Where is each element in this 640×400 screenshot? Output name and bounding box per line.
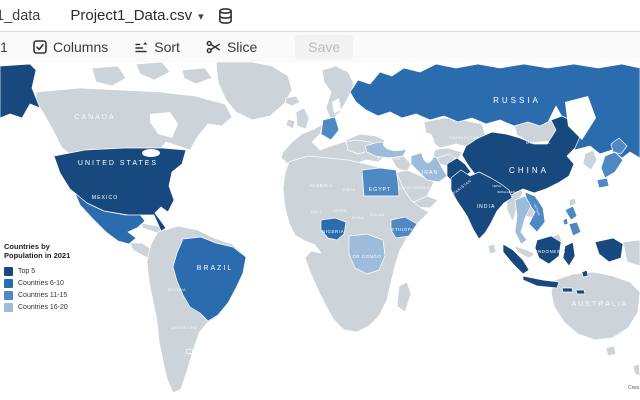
region-alaska[interactable]: [0, 63, 41, 119]
country-india[interactable]: [450, 169, 513, 240]
map-label-brazil: BRAZIL: [197, 265, 234, 272]
map-label-dr-congo: DR CONGO: [353, 254, 382, 259]
map-label-bangladesh: BANGLADESH: [497, 190, 516, 194]
region-korea: [582, 149, 598, 171]
country-germany[interactable]: [320, 116, 340, 141]
map-label-nepal: NEPAL: [493, 184, 502, 188]
country-philippines[interactable]: [562, 205, 582, 237]
black-sea: [383, 137, 411, 151]
country-sri-lanka: [487, 243, 497, 255]
country-madagascar: [396, 281, 412, 313]
slice-button[interactable]: Slice: [206, 39, 257, 55]
region-arctic-islands: [91, 62, 213, 87]
country-russia[interactable]: [349, 63, 640, 159]
checkbox-check-icon: [33, 40, 47, 54]
legend-item-top5: Top 5: [4, 267, 94, 276]
columns-label: Columns: [53, 39, 109, 55]
save-button[interactable]: Save: [295, 35, 354, 59]
map-label-vietnam: VIETNAM: [533, 203, 542, 217]
country-nigeria[interactable]: [320, 217, 347, 241]
sort-icon: [135, 42, 148, 53]
file-name: Project1_Data.csv: [70, 7, 193, 24]
legend-label-16-20: Countries 16-20: [18, 304, 68, 311]
map-label-turkiye: TURKIYE: [377, 156, 400, 161]
country-brazil[interactable]: [172, 236, 247, 322]
map-label-kazakhstan: KAZAKHSTAN: [449, 135, 479, 140]
world-map: CANADA UNITED STATES MEXICO BRAZIL BOLIV…: [0, 62, 640, 400]
map-label-libya: LIBYA: [343, 187, 356, 192]
sheet-tab[interactable]: 1_data: [0, 7, 41, 24]
map-label-australia: AUSTRALIA: [572, 301, 629, 308]
region-iceland: [284, 95, 301, 107]
great-lakes: [142, 149, 160, 157]
sort-button[interactable]: Sort: [134, 39, 180, 55]
slice-label: Slice: [226, 39, 258, 55]
country-taiwan: [568, 197, 577, 207]
legend-title-line2: Population in 2021: [4, 251, 71, 260]
caspian-sea: [421, 133, 435, 163]
legend-item-16-20: Countries 16-20: [4, 303, 94, 312]
legend-swatch-6-10: [4, 279, 13, 288]
country-ethiopia[interactable]: [390, 216, 418, 239]
map-label-mali: MALI: [311, 209, 322, 214]
country-united-states[interactable]: [53, 147, 187, 232]
map-label-indonesia: INDONESIA: [536, 249, 566, 254]
map-label-iran: IRAN: [422, 170, 438, 176]
legend-swatch-11-15: [4, 291, 13, 300]
map-label-bolivia: BOLIVIA: [168, 287, 186, 292]
database-icon[interactable]: [218, 7, 233, 24]
map-label-niger: NIGER: [333, 208, 347, 213]
region-scandinavia: [321, 65, 355, 121]
hudson-bay: [150, 112, 178, 138]
map-label-mongolia: MONGOLIA: [526, 140, 550, 145]
legend-item-11-15: Countries 11-15: [4, 291, 94, 300]
region-british-isles: [285, 107, 310, 130]
map-legend: Countries by Population in 2021 Top 5 Co…: [4, 242, 94, 312]
sea-of-okhotsk: [565, 96, 596, 140]
columns-button[interactable]: Columns: [33, 39, 108, 55]
map-label-saudi-arabia: SAUDI ARABIA: [398, 185, 430, 190]
attribution-text: Crea: [628, 385, 639, 391]
region-greenland: [215, 62, 293, 121]
country-japan[interactable]: [596, 137, 628, 189]
country-indonesia[interactable]: [502, 235, 624, 295]
baltic-sea: [332, 98, 341, 114]
country-dr-congo[interactable]: [348, 233, 386, 275]
map-label-china: CHINA: [509, 166, 549, 175]
country-papua-new-guinea: [622, 239, 640, 267]
chevron-down-icon: ▾: [198, 11, 204, 23]
map-label-nigeria: NIGERIA: [322, 229, 344, 234]
legend-label-11-15: Countries 11-15: [18, 292, 68, 299]
legend-label-top5: Top 5: [18, 268, 36, 275]
legend-swatch-16-20: [4, 303, 13, 312]
country-australia: [550, 271, 640, 377]
file-menu[interactable]: Project1_Data.csv ▾: [70, 7, 203, 24]
legend-swatch-top5: [4, 267, 13, 276]
clipped-toolbar-item[interactable]: 1: [0, 39, 7, 55]
scissors-icon: [206, 40, 220, 54]
country-thailand[interactable]: [514, 195, 532, 245]
map-label-sudan: SUDAN: [369, 212, 385, 217]
legend-title-line1: Countries by: [4, 242, 50, 251]
country-egypt[interactable]: [361, 167, 400, 197]
map-label-canada: CANADA: [74, 114, 115, 121]
legend-item-6-10: Countries 6-10: [4, 279, 94, 288]
map-label-mexico: MEXICO: [92, 195, 118, 201]
map-label-india: INDIA: [477, 204, 496, 210]
legend-label-6-10: Countries 6-10: [18, 280, 64, 287]
sort-label: Sort: [154, 39, 180, 55]
map-label-argentina: ARGENTINA: [171, 325, 197, 330]
map-label-ethiopia: ETHIOPIA: [391, 227, 416, 232]
map-label-chad: CHAD: [352, 215, 365, 220]
map-label-egypt: EGYPT: [369, 187, 392, 193]
top-bar: 1_data Project1_Data.csv ▾: [0, 0, 640, 32]
toolbar: 1 Columns Sort Slice S: [0, 32, 640, 63]
map-label-russia: RUSSIA: [493, 96, 541, 105]
map-label-algeria: ALGERIA: [309, 183, 332, 188]
map-label-united-states: UNITED STATES: [78, 160, 158, 167]
